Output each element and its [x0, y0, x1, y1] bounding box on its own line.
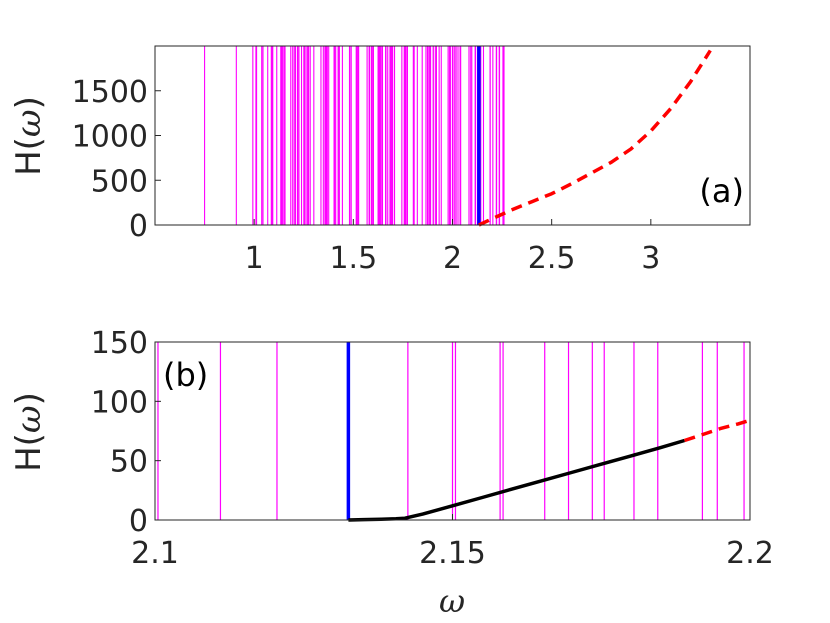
panel-b-ylabel-var: ω — [9, 405, 49, 433]
panel-a-ytick-label: 0 — [129, 209, 148, 244]
panel-b-xtick-label: 2.15 — [419, 536, 486, 571]
panel-a-ylabel-var: ω — [9, 109, 49, 137]
panel-a-ylabel-close: ) — [9, 96, 49, 109]
panel-b-series — [348, 418, 751, 522]
panel-b-ytick-label: 50 — [110, 445, 148, 480]
panel-a-xtick-label: 1 — [245, 241, 264, 276]
panel-a-xtick-label: 2.5 — [528, 241, 576, 276]
panel-b-vlines — [157, 342, 745, 520]
panel-a-xticks: 1 1.5 2 2.5 3 — [245, 219, 660, 276]
panel-b-xlabel: ω — [439, 582, 465, 620]
panel-b-xticks: 2.1 2.15 2.2 — [131, 514, 774, 571]
panel-b-ytick-label: 100 — [91, 385, 148, 420]
panel-a-xtick-label: 2 — [443, 241, 462, 276]
panel-a-vlines — [204, 46, 505, 225]
panel-a-xtick-label: 1.5 — [329, 241, 377, 276]
panel-a-ytick-label: 500 — [91, 164, 148, 199]
panel-b-ylabel-close: ) — [9, 392, 49, 405]
panel-b-ylabel-main: H( — [9, 433, 49, 472]
panel-a-ytick-label: 1500 — [72, 75, 148, 110]
panel-b-ylabel: H(ω) — [9, 392, 49, 472]
panel-a-series-0 — [478, 49, 712, 227]
panel-b-series-0 — [348, 438, 686, 522]
panel-a-yticks: 0 500 1000 1500 — [72, 75, 161, 244]
panel-b-ytick-label: 0 — [129, 504, 148, 539]
panel-a-series — [478, 49, 712, 227]
panel-a-ylabel-main: H( — [9, 137, 49, 176]
panel-b-xtick-label: 2.1 — [131, 536, 179, 571]
panel-a-label: (a) — [699, 172, 744, 210]
panel-a-xtick-label: 3 — [641, 241, 660, 276]
panel-b-xtick-label: 2.2 — [726, 536, 774, 571]
panel-a-ytick-label: 1000 — [72, 120, 148, 155]
panel-b-ytick-label: 150 — [91, 326, 148, 361]
panel-b-yticks: 0 50 100 150 — [91, 326, 161, 539]
panel-a-ylabel: H(ω) — [9, 96, 49, 176]
panel-b-series-1 — [683, 418, 751, 443]
panel-b-label: (b) — [163, 356, 208, 394]
panel-a: 1 1.5 2 2.5 3 0 500 1000 1500 (a) H(ω) — [9, 45, 751, 276]
